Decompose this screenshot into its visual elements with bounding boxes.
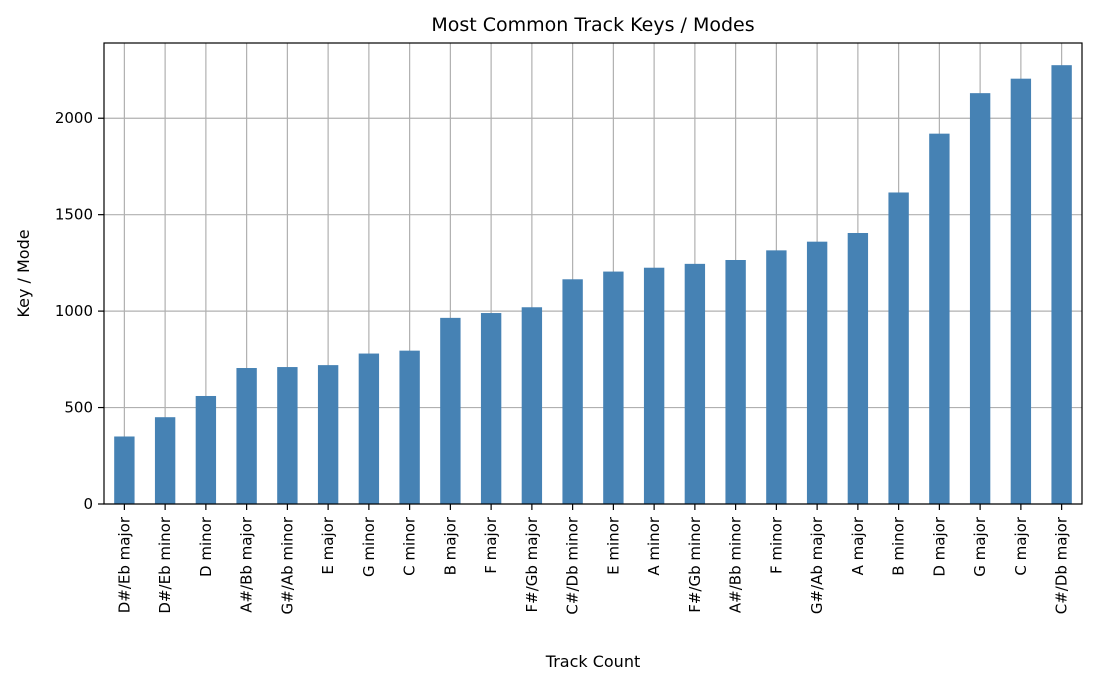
bar — [929, 133, 950, 504]
x-tick-label: E minor — [604, 516, 622, 575]
bar — [114, 436, 135, 504]
bar — [603, 271, 624, 504]
bar — [562, 279, 583, 504]
bar — [277, 367, 298, 504]
x-tick-label: G#/Ab major — [808, 516, 826, 614]
x-tick-label: D minor — [197, 516, 215, 577]
x-tick-label: A#/Bb minor — [727, 516, 745, 613]
bar — [399, 350, 420, 504]
x-tick-label: B major — [441, 516, 459, 575]
x-tick-label: A minor — [645, 516, 663, 575]
bar — [521, 307, 543, 504]
bar — [806, 241, 828, 504]
x-tick-label: G major — [971, 516, 989, 577]
x-tick-label: F#/Gb minor — [686, 516, 704, 613]
x-tick-label: D#/Eb minor — [156, 516, 174, 613]
x-tick-label: G#/Ab minor — [278, 516, 296, 614]
plot-frame — [103, 42, 1083, 505]
bar — [480, 313, 502, 504]
x-tick-label: E major — [319, 516, 337, 574]
x-tick-label: F minor — [767, 516, 785, 574]
bar — [154, 417, 176, 504]
x-tick-label: C minor — [401, 516, 419, 576]
y-tick-label: 1000 — [55, 302, 93, 320]
x-tick-label: A major — [849, 516, 867, 575]
bar — [766, 250, 787, 504]
bar — [847, 232, 869, 505]
y-tick-label: 0 — [83, 495, 93, 513]
y-tick-label: 500 — [64, 399, 93, 417]
y-tick-label: 1500 — [55, 206, 93, 224]
y-tick-label: 2000 — [55, 109, 93, 127]
y-axis-ticks: 0 500 1000 1500 2000 — [55, 109, 104, 513]
bar — [317, 365, 339, 504]
bars-layer — [114, 65, 1072, 505]
x-axis-label: Track Count — [545, 652, 640, 671]
bar — [1010, 78, 1032, 505]
bar — [888, 192, 909, 505]
bar — [1051, 65, 1072, 504]
bar — [684, 263, 706, 504]
x-tick-label: B minor — [890, 516, 908, 576]
bar — [195, 395, 217, 504]
chart-title: Most Common Track Keys / Modes — [431, 14, 754, 36]
x-tick-label: F major — [482, 516, 500, 574]
x-tick-label: F#/Gb major — [523, 516, 541, 612]
bar — [969, 93, 991, 504]
x-tick-label: D major — [930, 516, 948, 576]
bar — [643, 267, 665, 504]
bar — [358, 353, 380, 504]
x-tick-label: G minor — [360, 516, 378, 577]
bar — [440, 317, 461, 504]
y-axis-label: Key / Mode — [14, 229, 33, 317]
x-tick-label: C#/Db minor — [564, 516, 582, 614]
x-axis-ticks: D#/Eb major D#/Eb minor D minor A#/Bb major… — [115, 504, 1071, 615]
x-tick-label: A#/Bb major — [238, 516, 256, 613]
x-tick-label: C#/Db major — [1053, 516, 1071, 614]
bar — [236, 368, 257, 504]
x-tick-label: C major — [1012, 516, 1030, 575]
bar — [725, 259, 746, 504]
x-tick-label: D#/Eb major — [115, 516, 133, 613]
